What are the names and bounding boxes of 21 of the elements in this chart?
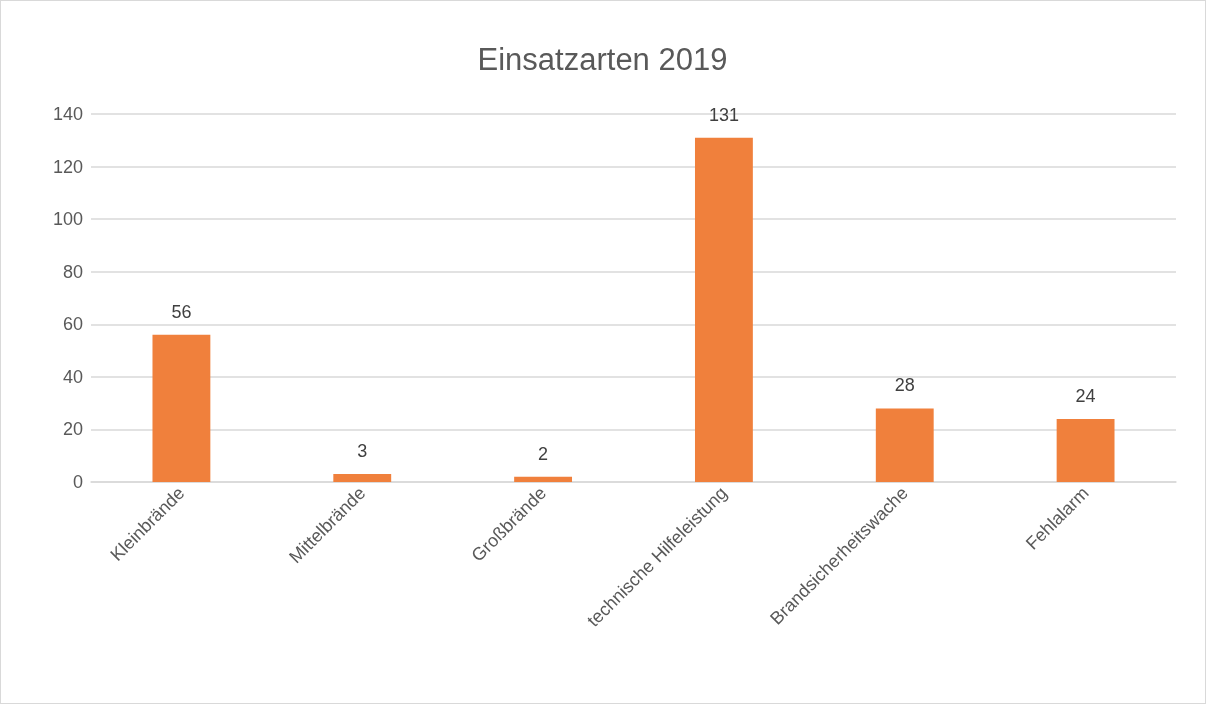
bar [1056,418,1115,482]
data-label: 24 [1075,385,1096,406]
y-tick-label: 20 [62,419,83,440]
y-tick-label: 140 [52,104,83,124]
data-label: 2 [538,443,549,464]
bar [875,408,934,482]
data-label: 56 [171,301,192,322]
data-label: 131 [708,104,739,125]
data-label: 3 [357,441,368,462]
bar [152,334,211,482]
bar [694,137,753,482]
y-tick-label: 80 [62,261,83,282]
bar [514,476,573,482]
y-tick-label: 60 [62,314,83,335]
data-label: 28 [894,375,915,396]
y-tick-label: 0 [72,472,83,492]
y-tick-label: 120 [52,156,83,177]
y-tick-label: 40 [62,366,83,387]
chart-title: Einsatzarten 2019 [477,42,728,77]
y-tick-label: 100 [52,209,83,230]
bar [333,474,392,482]
